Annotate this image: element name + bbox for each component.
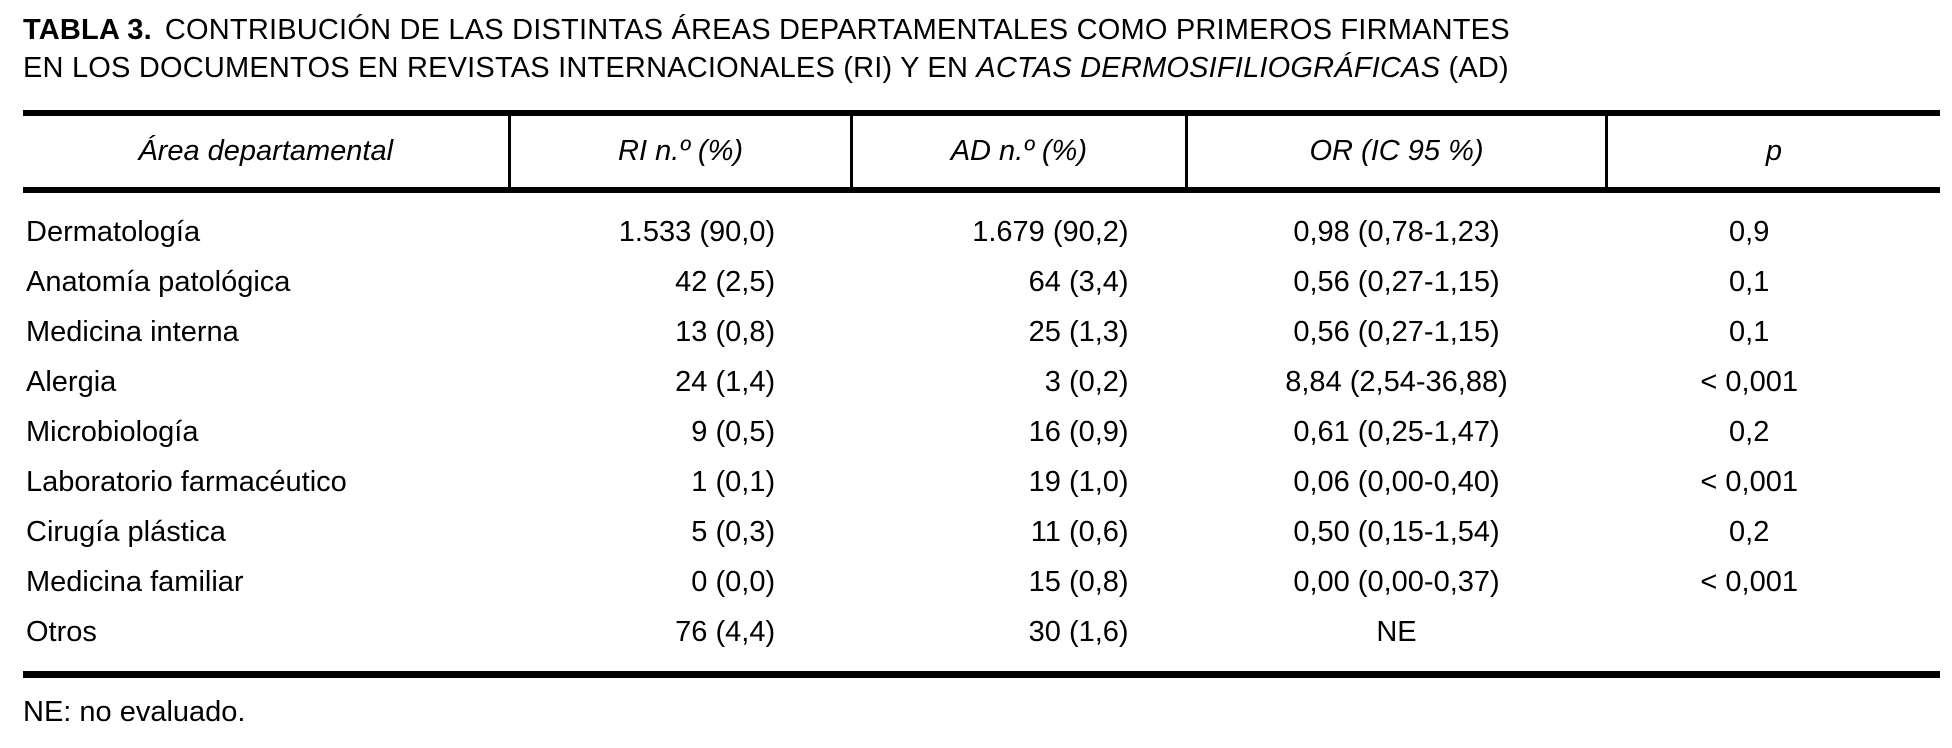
table-row: Anatomía patológica 42 (2,5) 64 (3,4) 0,…	[23, 257, 1940, 307]
table-title-line2-suffix: (AD)	[1440, 52, 1509, 84]
p-cell: < 0,001	[1700, 365, 1798, 398]
ad-cell: 19 (1,0)	[1028, 465, 1129, 498]
ad-cell: 30 (1,6)	[1028, 615, 1129, 648]
table-title: TABLA 3. CONTRIBUCIÓN DE LAS DISTINTAS ÁR…	[23, 11, 1940, 87]
or-cell: 0,06 (0,00-0,40)	[1293, 465, 1500, 498]
table-number-label: TABLA 3.	[23, 14, 152, 46]
table-title-line2-text: EN LOS DOCUMENTOS EN REVISTAS INTERNACIO…	[23, 52, 977, 84]
p-cell: 0,1	[1729, 315, 1770, 348]
ad-cell: 25 (1,3)	[1028, 315, 1129, 348]
ri-cell: 1 (0,1)	[691, 465, 776, 498]
ri-cell: 0 (0,0)	[691, 565, 776, 598]
or-cell: 8,84 (2,54-36,88)	[1285, 365, 1508, 398]
table-row: Dermatología 1.533 (90,0) 1.679 (90,2) 0…	[23, 190, 1940, 257]
header-row: Área departamental RI n.º (%) AD n.º (%)…	[23, 113, 1940, 193]
col-header-p: p	[1606, 113, 1940, 193]
footnote: NE: no evaluado.	[23, 696, 246, 728]
ad-cell: 16 (0,9)	[1028, 415, 1129, 448]
table-row: Medicina familiar 0 (0,0) 15 (0,8) 0,00 …	[23, 557, 1940, 607]
table-row: Medicina interna 13 (0,8) 25 (1,3) 0,56 …	[23, 307, 1940, 357]
p-cell: 0,9	[1729, 215, 1770, 248]
table-title-line1-text: CONTRIBUCIÓN DE LAS DISTINTAS ÁREAS DEPA…	[164, 14, 1510, 46]
p-cell: 0,2	[1729, 415, 1770, 448]
ad-cell: 11 (0,6)	[1030, 515, 1129, 548]
or-cell: 0,56 (0,27-1,15)	[1293, 315, 1500, 348]
table-row: Laboratorio farmacéutico 1 (0,1) 19 (1,0…	[23, 457, 1940, 507]
table-row: Cirugía plástica 5 (0,3) 11 (0,6) 0,50 (…	[23, 507, 1940, 557]
ri-cell: 13 (0,8)	[675, 315, 776, 348]
ad-cell: 64 (3,4)	[1028, 265, 1129, 298]
ad-cell: 15 (0,8)	[1028, 565, 1129, 598]
ad-cell: 3 (0,2)	[1044, 365, 1129, 398]
col-header-ad: AD n.º (%)	[851, 113, 1189, 193]
or-cell: 0,98 (0,78-1,23)	[1293, 215, 1500, 248]
or-cell: 0,50 (0,15-1,54)	[1293, 515, 1500, 548]
area-cell: Microbiología	[26, 415, 199, 448]
table-header: Área departamental RI n.º (%) AD n.º (%)…	[23, 113, 1940, 193]
or-cell: 0,00 (0,00-0,37)	[1293, 565, 1500, 598]
p-cell: < 0,001	[1700, 565, 1798, 598]
data-table: Área departamental RI n.º (%) AD n.º (%)…	[23, 110, 1940, 678]
col-header-area: Área departamental	[23, 113, 512, 193]
area-cell: Medicina familiar	[26, 565, 244, 598]
ri-cell: 42 (2,5)	[675, 265, 776, 298]
journal-name: ACTAS DERMOSIFILIOGRÁFICAS	[976, 52, 1441, 84]
area-cell: Anatomía patológica	[26, 265, 291, 298]
ri-cell: 1.533 (90,0)	[618, 215, 776, 248]
col-header-ri: RI n.º (%)	[509, 113, 853, 193]
or-cell: 0,61 (0,25-1,47)	[1293, 415, 1500, 448]
table-row: Otros 76 (4,4) 30 (1,6) NE	[23, 607, 1940, 675]
ri-cell: 9 (0,5)	[691, 415, 776, 448]
or-cell: NE	[1376, 615, 1417, 648]
table-title-line2: EN LOS DOCUMENTOS EN REVISTAS INTERNACIO…	[23, 49, 1940, 87]
area-cell: Cirugía plástica	[26, 515, 226, 548]
col-header-or: OR (IC 95 %)	[1186, 113, 1608, 193]
table-title-line1: TABLA 3. CONTRIBUCIÓN DE LAS DISTINTAS ÁR…	[23, 11, 1940, 49]
table-row: Microbiología 9 (0,5) 16 (0,9) 0,61 (0,2…	[23, 407, 1940, 457]
p-cell: 0,1	[1729, 265, 1770, 298]
area-cell: Medicina interna	[26, 315, 239, 348]
area-cell: Otros	[26, 615, 97, 648]
area-cell: Laboratorio farmacéutico	[26, 465, 347, 498]
ad-cell: 1.679 (90,2)	[972, 215, 1129, 248]
table-row: Alergia 24 (1,4) 3 (0,2) 8,84 (2,54-36,8…	[23, 357, 1940, 407]
p-cell: < 0,001	[1700, 465, 1798, 498]
p-cell	[1606, 607, 1940, 675]
ri-cell: 76 (4,4)	[675, 615, 776, 648]
area-cell: Alergia	[26, 365, 117, 398]
ri-cell: 5 (0,3)	[691, 515, 776, 548]
area-cell: Dermatología	[26, 215, 201, 248]
or-cell: 0,56 (0,27-1,15)	[1293, 265, 1500, 298]
table-body: Dermatología 1.533 (90,0) 1.679 (90,2) 0…	[23, 190, 1940, 675]
p-cell: 0,2	[1729, 515, 1770, 548]
ri-cell: 24 (1,4)	[675, 365, 776, 398]
